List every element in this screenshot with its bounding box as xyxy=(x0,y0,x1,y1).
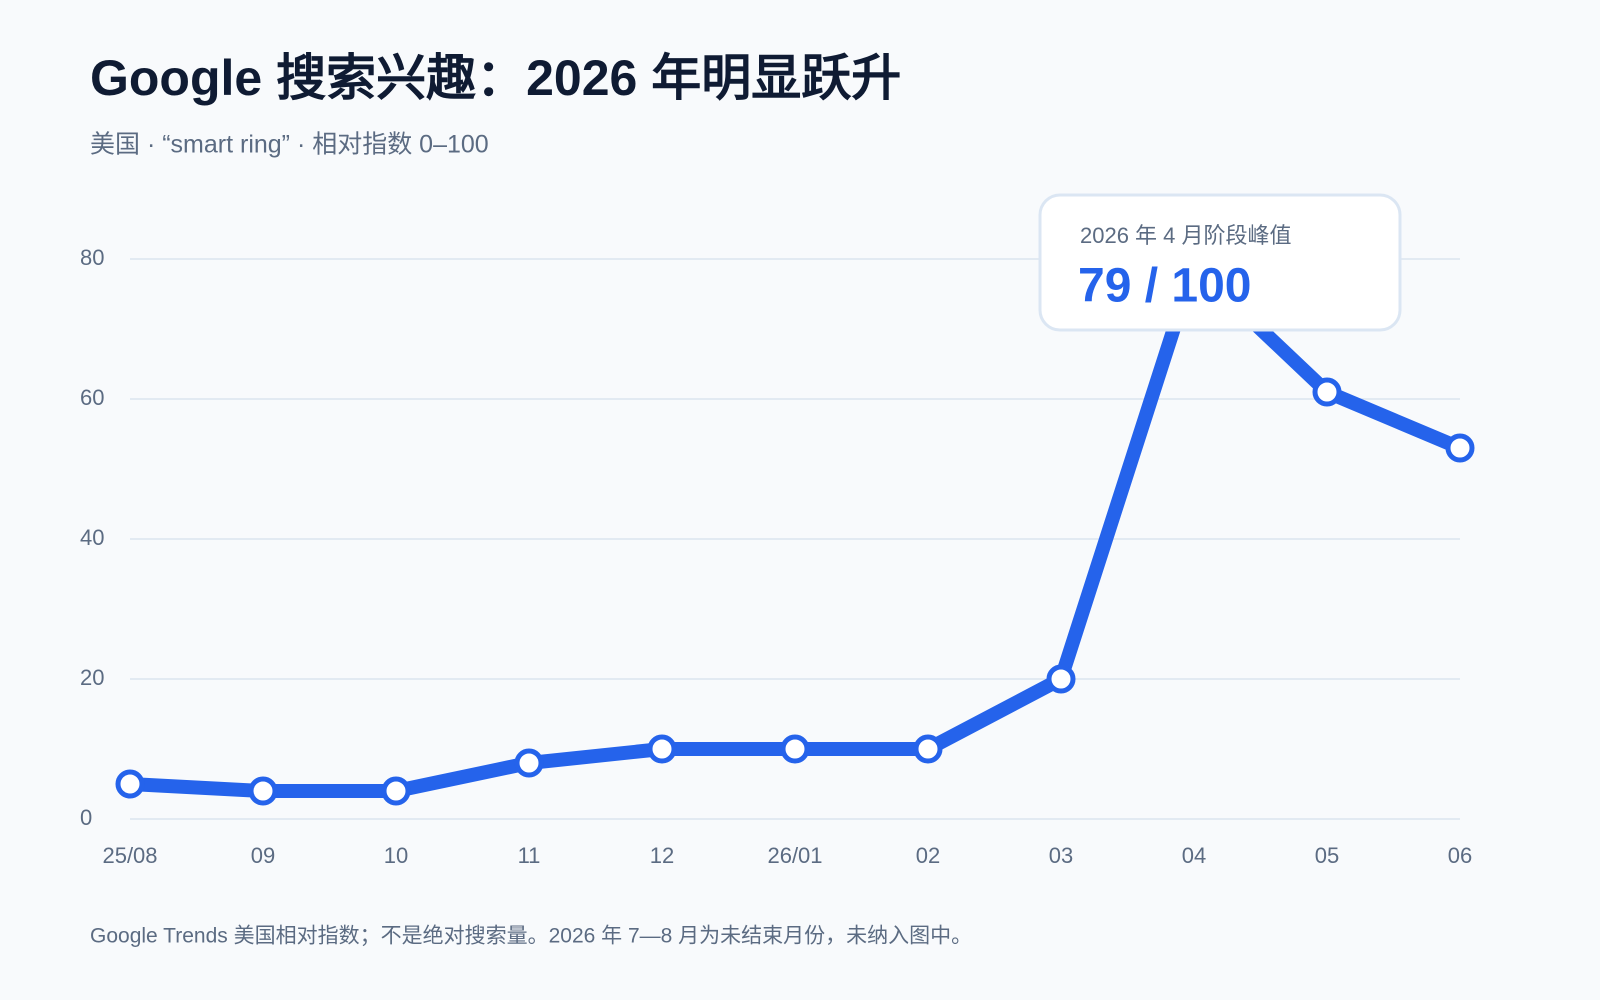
point xyxy=(913,734,943,764)
point xyxy=(1445,433,1475,463)
y-tick-label: 40 xyxy=(80,525,104,550)
y-tick-label: 80 xyxy=(80,245,104,270)
line xyxy=(123,259,1467,798)
tooltip-label: 2026 年 4 月阶段峰值 xyxy=(1080,223,1292,248)
footnote: Google Trends 美国相对指数；不是绝对搜索量。2026 年 7—8 … xyxy=(90,925,972,948)
x-tick-label: 10 xyxy=(384,843,408,868)
point xyxy=(115,769,145,799)
x-tick-label: 12 xyxy=(650,843,674,868)
chart-title: Google 搜索兴趣：2026 年明显跃升 xyxy=(90,50,901,106)
point xyxy=(1312,377,1342,407)
tooltip: 2026 年 4 月阶段峰值 79 / 100 xyxy=(1038,193,1402,332)
tooltip-value: 79 / 100 xyxy=(1078,260,1251,313)
plot xyxy=(115,251,1475,806)
x-tick-label: 02 xyxy=(916,843,940,868)
point xyxy=(381,776,411,806)
point xyxy=(647,734,677,764)
point xyxy=(514,748,544,778)
x-tick-label: 25/08 xyxy=(102,843,157,868)
x-tick-label: 26/01 xyxy=(767,843,822,868)
x-tick-label: 05 xyxy=(1315,843,1339,868)
chart-subtitle: 美国 · “smart ring” · 相对指数 0–100 xyxy=(90,131,489,159)
y-tick-label: 20 xyxy=(80,665,104,690)
point xyxy=(780,734,810,764)
x-tick-label: 03 xyxy=(1049,843,1073,868)
x-tick-label: 04 xyxy=(1182,843,1206,868)
tooltip-box xyxy=(1038,193,1402,332)
x-tick-label: 09 xyxy=(251,843,275,868)
x-tick-label: 06 xyxy=(1448,843,1472,868)
y-tick-label: 0 xyxy=(80,805,92,830)
y-tick-label: 60 xyxy=(80,385,104,410)
point xyxy=(248,776,278,806)
grid: 0 20 40 60 80 25/08 09 10 11 12 26/01 02 03 04 05 06 xyxy=(80,245,1472,868)
x-tick-label: 11 xyxy=(518,843,541,868)
point xyxy=(1046,664,1076,694)
